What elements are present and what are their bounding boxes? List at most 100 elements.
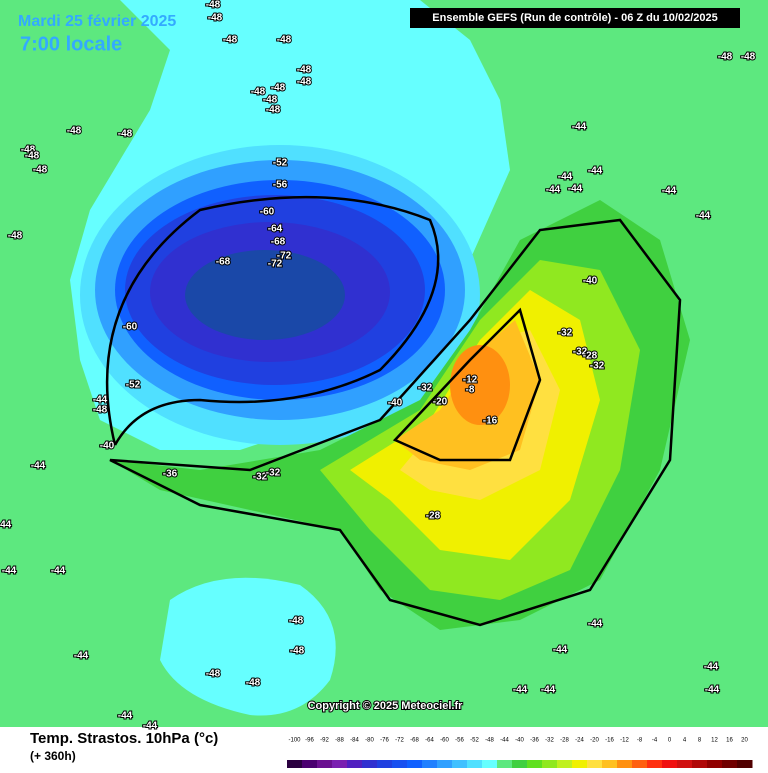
contour-label: -44 (588, 166, 603, 177)
contour-label: -48 (67, 126, 82, 137)
contour-label: -32 (590, 361, 605, 372)
contour-label: -44 (662, 186, 677, 197)
colorbar-label: -72 (395, 738, 404, 744)
colorbar-swatch (437, 760, 453, 768)
contour-label: -48 (208, 13, 223, 24)
contour-label: -44 (74, 651, 89, 662)
colorbar-swatch (677, 760, 693, 768)
contour-label: -44 (588, 619, 603, 630)
colorbar-swatch (287, 760, 303, 768)
colorbar-swatch (422, 760, 438, 768)
contour-label: -48 (21, 145, 36, 156)
contour-label: -60 (123, 322, 138, 333)
colorbar-label: -88 (335, 738, 344, 744)
colorbar-swatch (302, 760, 318, 768)
colorbar-swatch (542, 760, 558, 768)
contour-label: -44 (143, 721, 158, 732)
contour-label: -48 (206, 669, 221, 680)
contour-label: -32 (573, 347, 588, 358)
colorbar-swatch (392, 760, 408, 768)
colorbar-label: -52 (470, 738, 479, 744)
contour-label: -56 (273, 180, 288, 191)
colorbar-label: -20 (590, 738, 599, 744)
contour-label: -40 (100, 441, 115, 452)
colorbar-swatch (332, 760, 348, 768)
contour-label: -28 (583, 351, 598, 362)
colorbar-swatch (317, 760, 333, 768)
colorbar-swatch (587, 760, 603, 768)
contour-label: -64 (268, 224, 283, 235)
contour-label: -52 (273, 158, 288, 169)
colorbar-label: -76 (380, 738, 389, 744)
contour-label: -48 (266, 105, 281, 116)
colorbar-swatch (467, 760, 483, 768)
contour-label: -32 (418, 383, 433, 394)
contour-label: -48 (251, 87, 266, 98)
colorbar-label: -16 (605, 738, 614, 744)
contour-label: -44 (568, 184, 583, 195)
contour-label: -68 (216, 257, 231, 268)
contour-label: -68 (271, 237, 286, 248)
colorbar-label: -48 (485, 738, 494, 744)
date: Mardi 25 février 2025 (18, 13, 176, 30)
contour-label: -48 (25, 151, 40, 162)
contour-label: -44 (0, 520, 12, 531)
copyright: Copyright © 2025 Meteociel.fr (308, 700, 464, 712)
contour-label: -60 (260, 207, 275, 218)
contour-label: -48 (223, 35, 238, 46)
contour-label: -48 (206, 0, 221, 11)
contour-label: -28 (426, 511, 441, 522)
contour-label: -48 (289, 616, 304, 627)
colorbar-label: -8 (637, 738, 643, 744)
colorbar-swatch (527, 760, 543, 768)
colorbar-swatch (572, 760, 588, 768)
colorbar-swatch (362, 760, 378, 768)
colorbar-label: -80 (365, 738, 374, 744)
colorbar-swatch (512, 760, 528, 768)
colorbar-label: -36 (530, 738, 539, 744)
contour-label: -48 (33, 165, 48, 176)
contour-label: -48 (246, 678, 261, 689)
colorbar-swatch (632, 760, 648, 768)
contour-label: -40 (583, 276, 598, 287)
contour-label: -32 (558, 328, 573, 339)
colorbar-swatch (452, 760, 468, 768)
colorbar-label: 0 (668, 738, 672, 744)
colorbar-swatch (347, 760, 363, 768)
contour-label: -48 (297, 77, 312, 88)
contour-label: -32 (266, 468, 281, 479)
colorbar-swatch (602, 760, 618, 768)
colorbar-swatch (407, 760, 423, 768)
contour-label: -72 (277, 251, 292, 262)
colorbar-label: -28 (560, 738, 569, 744)
colorbar-label: 12 (711, 738, 718, 744)
colorbar-swatch (482, 760, 498, 768)
contour-label: -44 (541, 685, 556, 696)
contour-label: -48 (263, 95, 278, 106)
colorbar-swatch (662, 760, 678, 768)
contour-label: -48 (297, 65, 312, 76)
map (0, 0, 768, 727)
colorbar-swatch (617, 760, 633, 768)
contour-label: -20 (433, 397, 448, 408)
contour-label: -52 (126, 380, 141, 391)
colorbar-label: -44 (500, 738, 509, 744)
contour-label: -44 (572, 122, 587, 133)
contour-label: -48 (290, 646, 305, 657)
colorbar-swatch (722, 760, 738, 768)
contour-label: -48 (271, 83, 286, 94)
colorbar-swatch (647, 760, 663, 768)
colorbar-label: 16 (726, 738, 733, 744)
contour-label: -36 (163, 469, 178, 480)
time: 7:00 locale (20, 33, 122, 55)
colorbar-label: -32 (545, 738, 554, 744)
contour-label: -12 (463, 375, 478, 386)
colorbar-label: -64 (425, 738, 434, 744)
colorbar-label: -60 (440, 738, 449, 744)
contour-label: -32 (253, 472, 268, 483)
contour-label: -44 (553, 645, 568, 656)
colorbar-label: -4 (652, 738, 658, 744)
contour-label: -48 (8, 231, 23, 242)
contour-label: -44 (513, 685, 528, 696)
contour-label: -16 (483, 416, 498, 427)
